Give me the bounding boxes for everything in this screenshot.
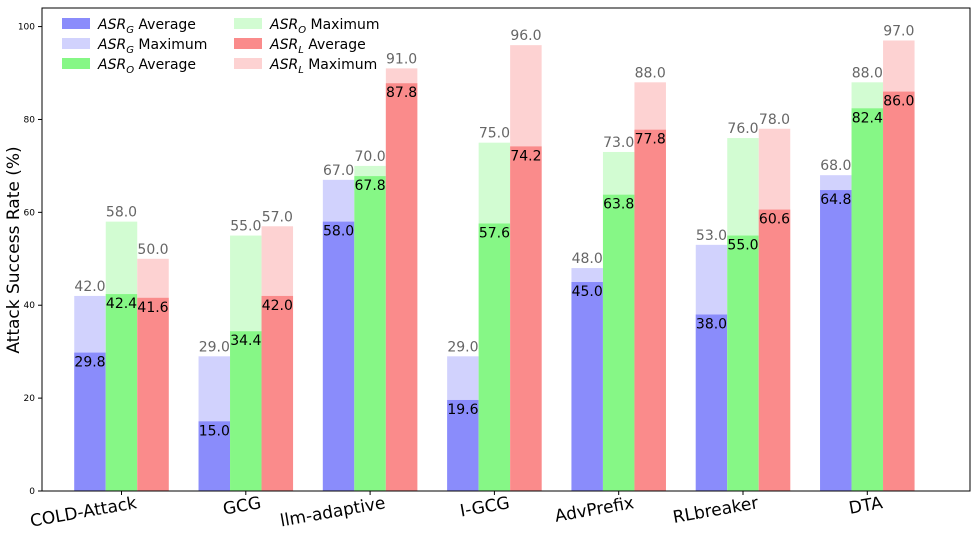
- y-tick-label: 80: [24, 115, 36, 125]
- legend-label: ASRG Maximum: [97, 37, 207, 56]
- bar-o-average: [354, 176, 386, 491]
- bar-g-average: [74, 352, 106, 491]
- maximum-value-label: 58.0: [106, 205, 137, 221]
- average-value-label: 60.6: [759, 212, 790, 228]
- bar-l-average: [385, 83, 418, 491]
- bar-o-average: [727, 235, 759, 491]
- bar-l-average: [758, 209, 791, 491]
- average-value-label: 87.8: [386, 85, 417, 101]
- bar-l-average: [883, 91, 915, 491]
- maximum-value-label: 91.0: [386, 51, 417, 67]
- maximum-value-label: 29.0: [199, 339, 230, 355]
- bar-o-average: [602, 194, 635, 492]
- maximum-value-label: 70.0: [355, 149, 386, 165]
- bar-o-average: [478, 223, 511, 491]
- legend-label: ASRL Maximum: [269, 57, 377, 76]
- x-tick-label: AdvPrefix: [553, 493, 635, 527]
- maximum-value-label: 88.0: [635, 65, 666, 81]
- bar-g-average: [695, 314, 728, 491]
- average-value-label: 86.0: [883, 94, 914, 110]
- legend-swatch: [234, 18, 262, 29]
- legend-swatch: [62, 18, 90, 29]
- legend-label: ASRL Average: [269, 37, 366, 56]
- maximum-value-label: 48.0: [572, 251, 603, 267]
- x-tick-label: COLD-Attack: [29, 493, 139, 531]
- bar-o-average: [230, 331, 262, 491]
- average-value-label: 42.0: [262, 298, 293, 314]
- legend-label: ASRO Maximum: [269, 17, 380, 36]
- maximum-value-label: 78.0: [759, 112, 790, 128]
- maximum-value-label: 42.0: [74, 279, 105, 295]
- y-axis: 0 20 40 60 80 100: [18, 23, 42, 497]
- average-value-label: 55.0: [727, 238, 758, 254]
- y-tick-label: 40: [24, 301, 36, 311]
- plot-bars: [74, 40, 915, 492]
- y-tick-label: 20: [24, 394, 36, 404]
- average-value-label: 82.4: [852, 110, 883, 126]
- bar-o-average: [105, 294, 138, 491]
- value-labels: 42.0 29.8 58.0 42.4 50.0 41.6 29.0 15.0 55.0 34.4…: [74, 24, 914, 440]
- maximum-value-label: 96.0: [510, 28, 541, 44]
- legend-swatch: [62, 58, 90, 69]
- bar-l-average: [510, 146, 542, 491]
- bar-l-average: [634, 129, 666, 492]
- average-value-label: 34.4: [230, 333, 261, 349]
- average-value-label: 67.8: [355, 178, 386, 194]
- average-value-label: 42.4: [106, 296, 137, 312]
- average-value-label: 29.8: [74, 355, 105, 371]
- x-tick-label: DTA: [847, 493, 884, 519]
- bar-g-average: [322, 221, 355, 491]
- maximum-value-label: 88.0: [852, 65, 883, 81]
- bar-g-average: [198, 421, 231, 491]
- legend-label: ASRG Average: [97, 17, 196, 36]
- average-value-label: 15.0: [199, 423, 230, 439]
- legend-label: ASRO Average: [97, 57, 196, 76]
- x-tick-label: RLbreaker: [671, 493, 759, 528]
- maximum-value-label: 50.0: [137, 242, 168, 258]
- maximum-value-label: 76.0: [727, 121, 758, 137]
- maximum-value-label: 67.0: [323, 163, 354, 179]
- average-value-label: 41.6: [137, 300, 168, 316]
- maximum-value-label: 68.0: [820, 158, 851, 174]
- x-axis: COLD-Attack GCG llm-adaptive I-GCG AdvPrefix…: [29, 491, 885, 532]
- maximum-value-label: 29.0: [447, 339, 478, 355]
- bar-g-average: [571, 282, 603, 491]
- legend-swatch: [234, 38, 262, 49]
- average-value-label: 74.2: [510, 148, 541, 164]
- average-value-label: 45.0: [572, 284, 603, 300]
- x-tick-label: GCG: [222, 493, 263, 519]
- y-axis-label: Attack Success Rate (%): [4, 146, 24, 353]
- average-value-label: 38.0: [696, 317, 727, 333]
- y-tick-label: 100: [18, 23, 35, 33]
- y-tick-label: 60: [24, 208, 36, 218]
- average-value-label: 19.6: [447, 402, 478, 418]
- maximum-value-label: 53.0: [696, 228, 727, 244]
- bar-o-average: [851, 108, 884, 492]
- legend-swatch: [62, 38, 90, 49]
- average-value-label: 64.8: [820, 192, 851, 208]
- maximum-value-label: 97.0: [883, 24, 914, 40]
- plot-frame: [41, 7, 971, 492]
- x-tick-label: I-GCG: [459, 493, 512, 521]
- average-value-label: 63.8: [603, 197, 634, 213]
- legend-swatch: [234, 58, 262, 69]
- y-tick-label: 0: [29, 487, 35, 497]
- bar-g-average: [447, 399, 479, 491]
- bar-g-average: [820, 190, 852, 492]
- average-value-label: 77.8: [635, 132, 666, 148]
- average-value-label: 58.0: [323, 224, 354, 240]
- x-tick-label: llm-adaptive: [279, 493, 387, 531]
- maximum-value-label: 75.0: [479, 126, 510, 142]
- maximum-value-label: 57.0: [262, 209, 293, 225]
- maximum-value-label: 55.0: [230, 219, 261, 235]
- bar-l-average: [137, 297, 169, 491]
- maximum-value-label: 73.0: [603, 135, 634, 151]
- bar-l-average: [261, 295, 294, 491]
- average-value-label: 57.6: [479, 225, 510, 241]
